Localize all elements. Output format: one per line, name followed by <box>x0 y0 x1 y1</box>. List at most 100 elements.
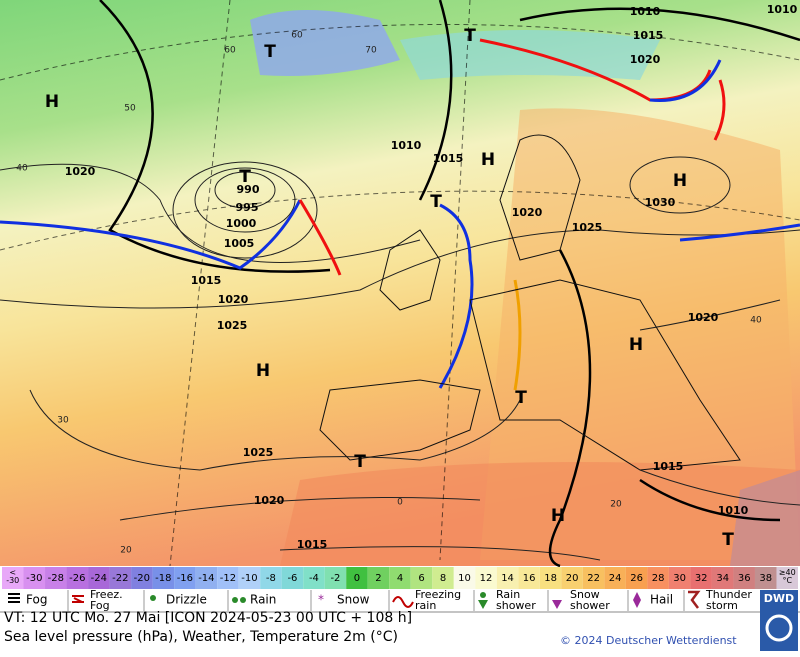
high-pressure-label: H <box>256 361 270 381</box>
isobar-label: 1005 <box>224 237 255 250</box>
latitude-label: 50 <box>124 104 136 114</box>
temperature-swatch <box>754 567 777 589</box>
temperature-swatch <box>561 567 583 589</box>
temperature-swatch <box>389 567 411 589</box>
temperature-swatch <box>453 567 476 589</box>
isobar-label: 1030 <box>645 196 676 209</box>
temperature-swatch <box>518 567 540 589</box>
weather-legend-label: Hail <box>650 593 673 607</box>
low-pressure-label: T <box>515 388 527 408</box>
temperature-swatch <box>496 567 519 589</box>
isobar-label: 1010 <box>767 3 798 16</box>
temperature-swatch <box>303 567 325 589</box>
isobar-label: 1015 <box>653 460 684 473</box>
temperature-scale-label: -6 <box>287 573 297 584</box>
low-pressure-label: T <box>354 452 366 472</box>
temperature-scale-label: -8 <box>266 573 276 584</box>
isobar-label: 1020 <box>630 53 661 66</box>
temperature-swatch <box>625 567 648 589</box>
temperature-swatch <box>45 567 67 589</box>
temperature-scale-label: 22 <box>587 573 600 584</box>
isobar-label: 1010 <box>630 5 661 18</box>
temperature-swatch <box>711 567 734 589</box>
low-pressure-label: T <box>264 42 276 62</box>
weather-legend-label: Snow shower <box>570 588 610 612</box>
weather-legend-label: Rain shower <box>496 588 536 612</box>
temperature-scale-label: 34 <box>716 573 729 584</box>
isobar-label: 995 <box>236 201 259 214</box>
temperature-scale-label: 26 <box>630 573 643 584</box>
temperature-swatch <box>174 567 196 589</box>
freezing-rain-icon <box>392 596 414 608</box>
product-description: Sea level pressure (hPa), Weather, Tempe… <box>4 629 398 645</box>
snow-icon: * <box>318 593 324 607</box>
weather-legend-label: Freezing rain <box>415 588 461 612</box>
temperature-scale-label: -10 <box>241 573 257 584</box>
temperature-scale-label: 28 <box>652 573 665 584</box>
weather-legend-label: Thunder storm <box>705 588 752 612</box>
temperature-scale-label: ≥40 °C <box>779 568 796 585</box>
temperature-scale-label: 18 <box>544 573 557 584</box>
isobar-label: 1025 <box>572 221 603 234</box>
latitude-label: 70 <box>365 46 377 56</box>
weather-legend-label: Drizzle <box>166 593 207 607</box>
temperature-scale-label: -14 <box>198 573 214 584</box>
temperature-swatch <box>582 567 605 589</box>
temperature-swatch <box>367 567 390 589</box>
temperature-scale-label: -24 <box>91 573 107 584</box>
dwd-logo-text: DWD <box>764 592 794 605</box>
temperature-swatch <box>604 567 626 589</box>
temperature-swatch <box>647 567 669 589</box>
map-labels: H H H H H H T T T T T T T 1010 1015 1020 1010 1010 1015 102… <box>16 3 797 556</box>
temperature-scale-label: -30 <box>26 573 42 584</box>
temperature-swatch <box>776 567 798 589</box>
temperature-swatch <box>217 567 239 589</box>
temperature-scale-label: -4 <box>309 573 319 584</box>
temperature-scale-label: 36 <box>738 573 751 584</box>
low-pressure-label: T <box>464 26 476 46</box>
temperature-swatch <box>88 567 110 589</box>
copyright: © 2024 Deutscher Wetterdienst <box>560 634 737 647</box>
isobar-label: 1015 <box>297 538 328 551</box>
temperature-swatch <box>195 567 218 589</box>
temperature-swatch <box>690 567 712 589</box>
temperature-scale-label: 10 <box>458 573 471 584</box>
temperature-scale-label: -20 <box>134 573 150 584</box>
temperature-scale-label: -16 <box>177 573 193 584</box>
latitude-label: 40 <box>750 316 762 326</box>
temperature-scale-label: 8 <box>440 573 446 584</box>
isobar-label: 1000 <box>226 217 257 230</box>
temperature-swatch <box>539 567 562 589</box>
latitude-label: 0 <box>397 498 403 508</box>
temperature-swatch <box>152 567 175 589</box>
isobar-label: 1015 <box>191 274 222 287</box>
rain-shower-icon <box>478 600 488 609</box>
temperature-scale-label: 2 <box>375 573 381 584</box>
temperature-swatch <box>324 567 347 589</box>
rain-shower-icon <box>480 592 486 598</box>
temperature-scale-label: 16 <box>523 573 536 584</box>
temperature-scale-label: -26 <box>69 573 85 584</box>
temperature-scale-label: 12 <box>480 573 493 584</box>
temperature-swatch <box>238 567 261 589</box>
temperature-swatch <box>346 567 368 589</box>
high-pressure-label: H <box>45 92 59 112</box>
low-pressure-label: T <box>430 192 442 212</box>
latitude-label: 20 <box>120 546 132 556</box>
rain-icon <box>240 597 246 603</box>
temperature-scale-label: -22 <box>112 573 128 584</box>
snow-shower-icon <box>552 600 562 609</box>
hail-icon <box>633 592 641 608</box>
temperature-swatch <box>109 567 132 589</box>
thunderstorm-icon <box>688 590 701 609</box>
weather-legend-label: Rain <box>250 593 276 607</box>
temperature-swatch <box>260 567 282 589</box>
temperature-scale-label: 24 <box>609 573 622 584</box>
isobar-label: 1015 <box>433 152 464 165</box>
temperature-swatch <box>66 567 89 589</box>
isobar-label: 1010 <box>718 504 749 517</box>
isobar-label: 1020 <box>254 494 285 507</box>
temperature-swatch <box>2 567 24 589</box>
freezing-fog-icon <box>72 595 84 603</box>
